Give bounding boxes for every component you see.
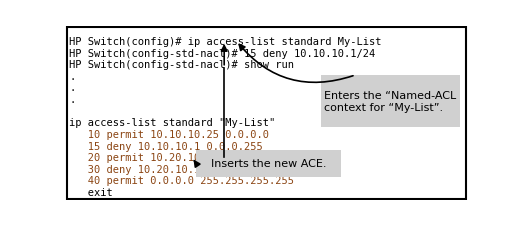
Text: HP Switch(config-std-nacl)# show run: HP Switch(config-std-nacl)# show run [69, 60, 294, 70]
Text: HP Switch(config-std-nacl)# 15 deny 10.10.10.1/24: HP Switch(config-std-nacl)# 15 deny 10.1… [69, 48, 375, 58]
Text: 30 deny 10.20.10.1 0.0.0.255: 30 deny 10.20.10.1 0.0.0.255 [69, 164, 263, 174]
Text: Enters the “Named-ACL
context for “My-List”.: Enters the “Named-ACL context for “My-Li… [324, 91, 457, 112]
Text: ip access-list standard "My-List": ip access-list standard "My-List" [69, 118, 275, 128]
Text: 10 permit 10.10.10.25 0.0.0.0: 10 permit 10.10.10.25 0.0.0.0 [69, 129, 269, 139]
Text: .: . [69, 95, 75, 105]
FancyBboxPatch shape [196, 150, 341, 177]
Text: exit: exit [69, 187, 113, 197]
FancyBboxPatch shape [321, 76, 460, 128]
Text: .: . [69, 83, 75, 93]
Text: HP Switch(config)# ip access-list standard My-List: HP Switch(config)# ip access-list standa… [69, 37, 382, 47]
Text: 20 permit 10.20.10.117 0.0.0.0: 20 permit 10.20.10.117 0.0.0.0 [69, 153, 275, 162]
Text: 40 permit 0.0.0.0 255.255.255.255: 40 permit 0.0.0.0 255.255.255.255 [69, 176, 294, 186]
Text: Inserts the new ACE.: Inserts the new ACE. [211, 158, 326, 168]
FancyBboxPatch shape [67, 28, 466, 199]
Text: 15 deny 10.10.10.1 0.0.0.255: 15 deny 10.10.10.1 0.0.0.255 [69, 141, 263, 151]
Text: .: . [69, 72, 75, 81]
